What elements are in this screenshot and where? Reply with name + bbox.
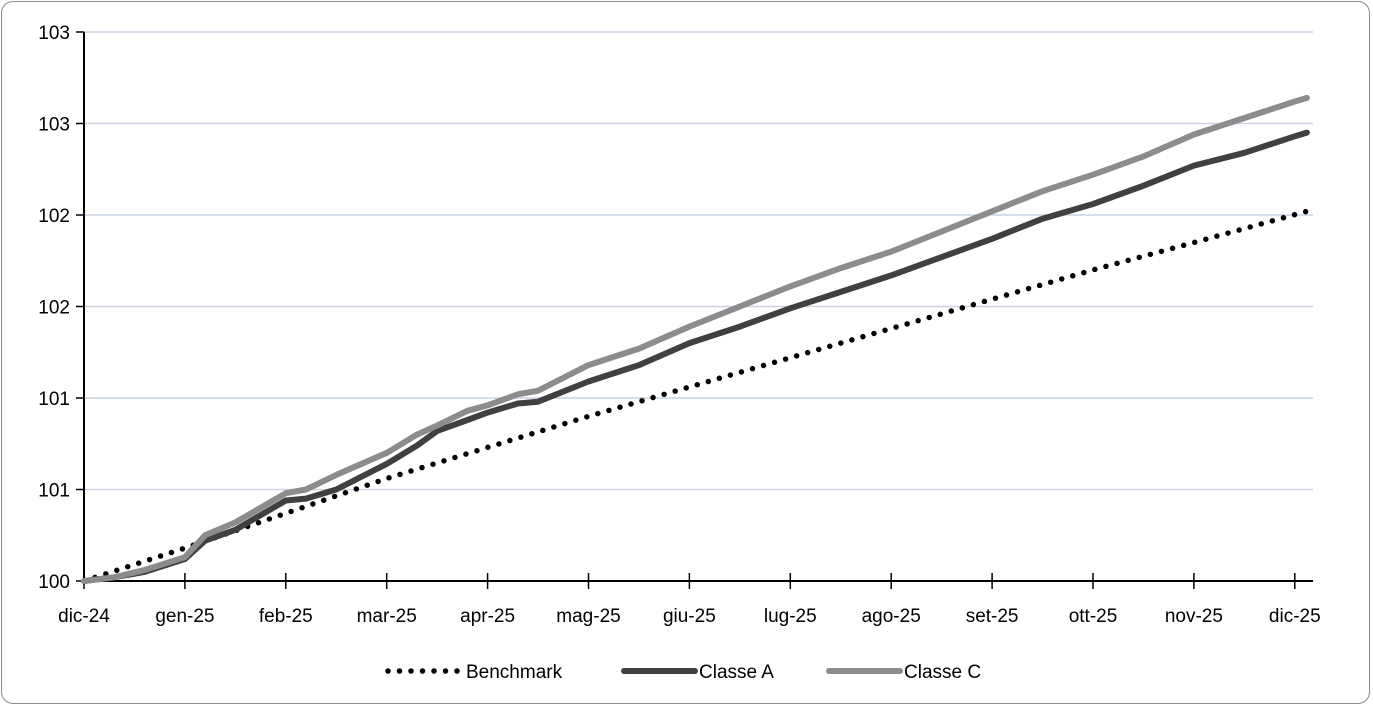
series-line-benchmark xyxy=(81,208,1310,584)
gridlines xyxy=(84,31,1313,491)
x-tick-label: ago-25 xyxy=(862,606,921,627)
series-line-classe-c xyxy=(81,94,1310,584)
legend-item-benchmark: Benchmark xyxy=(385,662,563,683)
y-tick-label: 102 xyxy=(38,298,70,319)
x-tick-label: gen-25 xyxy=(155,606,214,627)
y-tick-label: 100 xyxy=(38,572,70,593)
legend-label: Benchmark xyxy=(466,662,563,683)
legend-label: Classe C xyxy=(904,662,981,683)
y-tick-label: 101 xyxy=(38,389,70,410)
x-tick-label: apr-25 xyxy=(460,606,515,627)
x-tick-label: mar-25 xyxy=(357,606,417,627)
legend-label: Classe A xyxy=(699,662,774,683)
legend-item-classe-a: Classe A xyxy=(621,662,774,683)
legend: Benchmark Classe A Classe C xyxy=(385,662,981,683)
series-lines xyxy=(81,94,1310,584)
axes: 100 101 101 102 102 103 103 dic-24 gen-25 feb-25 m… xyxy=(38,23,1320,627)
legend-item-classe-c: Classe C xyxy=(826,662,981,683)
y-tick-label: 101 xyxy=(38,481,70,502)
x-tick-label: mag-25 xyxy=(556,606,620,627)
y-tick-label: 103 xyxy=(38,23,70,44)
y-tick-label: 102 xyxy=(38,206,70,227)
x-tick-label: dic-24 xyxy=(58,606,110,627)
x-tick-label: nov-25 xyxy=(1165,606,1223,627)
series-line-classe-a xyxy=(81,129,1310,584)
x-tick-label: giu-25 xyxy=(663,606,716,627)
y-tick-label: 103 xyxy=(38,115,70,136)
x-tick-label: feb-25 xyxy=(259,606,313,627)
x-tick-label: ott-25 xyxy=(1069,606,1118,627)
x-tick-label: lug-25 xyxy=(764,606,817,627)
x-tick-label: set-25 xyxy=(966,606,1019,627)
x-tick-label: dic-25 xyxy=(1269,606,1321,627)
